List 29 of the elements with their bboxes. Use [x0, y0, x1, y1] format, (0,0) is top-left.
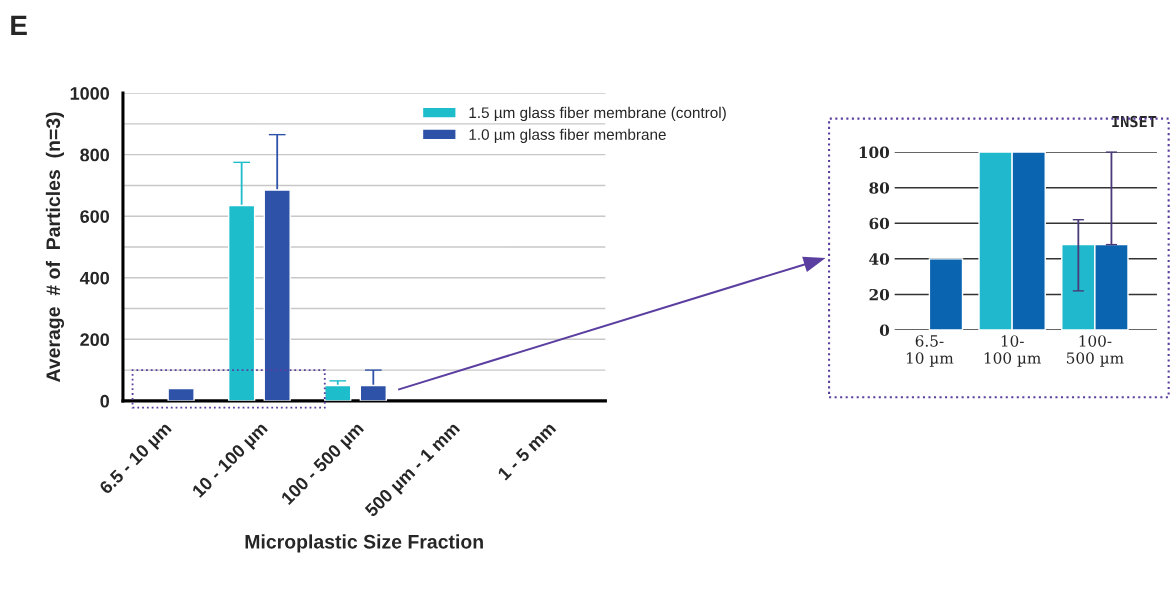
y-tick-label: 0	[100, 394, 110, 408]
x-axis-title: Microplastic Size Fraction	[245, 534, 483, 553]
x-tick-label: 6.5 - 10 µm	[98, 421, 175, 498]
x-tick-label: 10 - 100 µm	[191, 421, 271, 501]
y-tick-label: 800	[80, 148, 110, 162]
y-tick-label: 60	[869, 217, 890, 230]
y-tick-label: 20	[869, 288, 890, 301]
x-tick-label: 500 µm - 1 mm	[364, 421, 463, 521]
legend-label: 1.5 µm glass fiber membrane (control)	[469, 106, 726, 122]
y-tick-label: 600	[80, 210, 110, 223]
y-tick-label: 200	[80, 333, 110, 347]
y-tick-label: 400	[79, 271, 110, 285]
x-tick-label: 100- 500 µm	[1066, 335, 1124, 367]
y-tick-label: 1000	[70, 87, 110, 100]
x-tick-label: 6.5- 10 µm	[906, 335, 954, 367]
y-tick-label: 40	[869, 253, 890, 265]
y-tick-label: 100	[859, 146, 890, 159]
bar	[324, 384, 352, 401]
y-tick-label: 80	[869, 182, 890, 194]
x-tick-label: 100 - 500 µm	[280, 423, 364, 505]
text: E	[11, 15, 27, 35]
y-tick-label: 0	[879, 324, 890, 337]
x-tick-label: 10- 100 µm	[984, 335, 1041, 367]
bar	[167, 387, 195, 401]
y-axis-title: Average # of Particles (n=3)	[45, 112, 65, 383]
chart-title: INSET	[1112, 115, 1157, 128]
legend-label: 1.0 µm glass fiber membrane	[469, 128, 666, 143]
bar	[928, 258, 964, 330]
x-tick-label: 1 - 5 mm	[497, 421, 557, 481]
